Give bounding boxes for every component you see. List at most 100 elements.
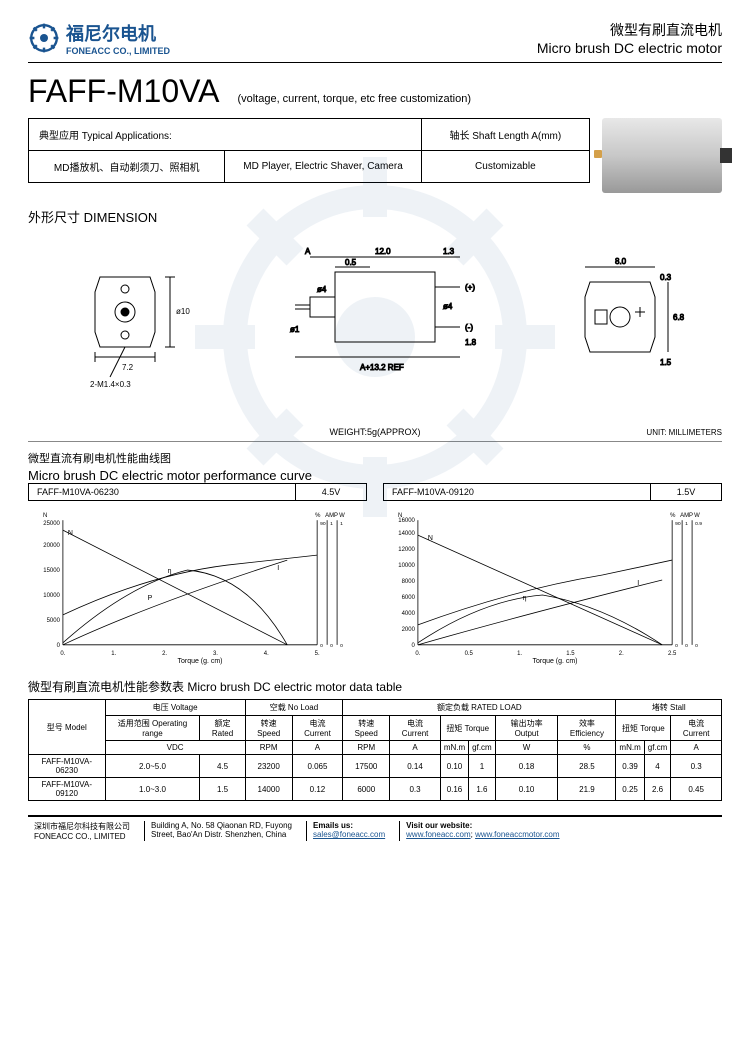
th-current: 电流 Current xyxy=(292,716,343,741)
svg-text:2.: 2. xyxy=(162,651,167,657)
svg-text:25000: 25000 xyxy=(43,521,60,527)
svg-text:90: 90 xyxy=(675,521,681,527)
th-model: 型号 Model xyxy=(29,700,106,755)
svg-text:0: 0 xyxy=(695,643,698,649)
svg-text:7.2: 7.2 xyxy=(122,363,134,372)
model-name: FAFF-M10VA xyxy=(28,73,219,110)
svg-text:0: 0 xyxy=(412,643,416,649)
svg-text:0.3: 0.3 xyxy=(660,273,672,282)
th-a3: A xyxy=(671,741,722,755)
th-gfcm2: gf.cm xyxy=(644,741,671,755)
svg-text:N: N xyxy=(68,530,73,537)
model-subtitle: (voltage, current, torque, etc free cust… xyxy=(237,93,471,105)
svg-text:1.5: 1.5 xyxy=(566,651,575,657)
footer-addr1: Building A, No. 58 Qiaonan RD, Fuyong xyxy=(151,821,292,830)
svg-text:0.9: 0.9 xyxy=(695,521,702,527)
svg-text:0: 0 xyxy=(320,643,323,649)
logo-text-cn: 福尼尔电机 xyxy=(66,20,170,46)
th-mnm: mN.m xyxy=(440,741,468,755)
footer: 深圳市福尼尔科技有限公司 FONEACC CO., LIMITED Buildi… xyxy=(28,815,722,841)
footer-web-label: Visit our website: xyxy=(406,821,472,830)
table-row: FAFF-M10VA-062302.0~5.04.5232000.0651750… xyxy=(29,755,722,778)
footer-company-en: FONEACC CO., LIMITED xyxy=(34,832,130,841)
svg-text:1.: 1. xyxy=(111,651,116,657)
model-row: FAFF-M10VA (voltage, current, torque, et… xyxy=(28,73,722,110)
footer-web1-link[interactable]: www.foneacc.com xyxy=(406,830,470,839)
th-rated: 额定负载 RATED LOAD xyxy=(343,700,616,716)
svg-text:5000: 5000 xyxy=(47,618,61,624)
svg-text:6000: 6000 xyxy=(402,595,416,601)
th-stall: 堵转 Stall xyxy=(616,700,722,716)
svg-text:1: 1 xyxy=(685,521,688,527)
th-rated2: 额定 Rated xyxy=(200,716,245,741)
th-a2: A xyxy=(390,741,441,755)
svg-text:2000: 2000 xyxy=(402,627,416,633)
dimension-drawings: 7.2 ø10 2-M1.4×0.3 A 12.0 1.3 0.5 A+13.2… xyxy=(28,232,722,402)
th-eff: 效率 Efficiency xyxy=(558,716,616,741)
curve2-voltage: 1.5V xyxy=(651,484,721,500)
th-pct: % xyxy=(558,741,616,755)
footer-company-cn: 深圳市福尼尔科技有限公司 xyxy=(34,821,130,832)
th-output: 输出功率 Output xyxy=(495,716,558,741)
svg-text:ø10: ø10 xyxy=(176,307,190,316)
header: A 福尼尔电机 FONEACC CO., LIMITED 微型有刷直流电机 Mi… xyxy=(28,20,722,63)
svg-text:12.0: 12.0 xyxy=(375,247,391,256)
svg-text:ø1: ø1 xyxy=(290,325,300,334)
header-title-en: Micro brush DC electric motor xyxy=(537,40,722,56)
svg-text:20000: 20000 xyxy=(43,543,60,549)
svg-text:P: P xyxy=(148,595,153,602)
data-table: 型号 Model 电压 Voltage 空载 No Load 额定负载 RATE… xyxy=(28,699,722,801)
th-speed2: 转速 Speed xyxy=(343,716,390,741)
svg-text:8.0: 8.0 xyxy=(615,257,627,266)
svg-text:0: 0 xyxy=(685,643,688,649)
svg-text:1.3: 1.3 xyxy=(443,247,455,256)
th-speed: 转速 Speed xyxy=(245,716,292,741)
svg-text:N: N xyxy=(43,513,47,519)
svg-text:%: % xyxy=(670,513,676,519)
th-vdc: VDC xyxy=(105,741,245,755)
svg-text:10000: 10000 xyxy=(43,593,60,599)
th-current2: 电流 Current xyxy=(390,716,441,741)
svg-text:4000: 4000 xyxy=(402,611,416,617)
weight-label: WEIGHT:5g(APPROX) xyxy=(329,427,420,437)
svg-text:12000: 12000 xyxy=(398,547,415,553)
svg-text:1.8: 1.8 xyxy=(465,338,477,347)
dimension-rear-view: 8.0 6.8 0.3 1.5 xyxy=(560,242,690,392)
footer-email-label: Emails us: xyxy=(313,821,353,830)
svg-text:(-): (-) xyxy=(465,323,473,332)
svg-text:(+): (+) xyxy=(465,283,475,292)
svg-text:0: 0 xyxy=(330,643,333,649)
svg-text:η: η xyxy=(523,595,527,602)
logo-text-en: FONEACC CO., LIMITED xyxy=(66,46,170,56)
footer-web2-link[interactable]: www.foneaccmotor.com xyxy=(475,830,559,839)
svg-text:A: A xyxy=(305,247,311,256)
th-noload: 空载 No Load xyxy=(245,700,343,716)
table-row: FAFF-M10VA-091201.0~3.01.5140000.1260000… xyxy=(29,778,722,801)
th-rpm2: RPM xyxy=(343,741,390,755)
footer-email-link[interactable]: sales@foneacc.com xyxy=(313,830,385,839)
svg-text:0: 0 xyxy=(675,643,678,649)
svg-text:0: 0 xyxy=(340,643,343,649)
footer-addr2: Street, Bao'An Distr. Shenzhen, China xyxy=(151,830,292,839)
th-w: W xyxy=(495,741,558,755)
svg-text:A: A xyxy=(41,34,47,43)
svg-text:AMP: AMP xyxy=(680,513,693,519)
svg-text:5.: 5. xyxy=(315,651,320,657)
header-title-cn: 微型有刷直流电机 xyxy=(537,20,722,40)
svg-text:6.8: 6.8 xyxy=(673,313,685,322)
svg-text:0.: 0. xyxy=(60,651,65,657)
svg-text:3.: 3. xyxy=(213,651,218,657)
svg-text:1.: 1. xyxy=(517,651,522,657)
svg-text:W: W xyxy=(694,513,700,519)
th-voltage: 电压 Voltage xyxy=(105,700,245,716)
svg-text:I: I xyxy=(637,580,639,587)
svg-text:15000: 15000 xyxy=(43,568,60,574)
datasheet-page: A 福尼尔电机 FONEACC CO., LIMITED 微型有刷直流电机 Mi… xyxy=(0,0,750,1061)
unit-label: UNIT: MILLIMETERS xyxy=(646,428,722,437)
logo: A 福尼尔电机 FONEACC CO., LIMITED xyxy=(28,20,170,56)
svg-text:A+13.2 REF: A+13.2 REF xyxy=(360,363,404,372)
th-torque2: 扭矩 Torque xyxy=(616,716,671,741)
gear-logo-icon: A xyxy=(28,22,60,54)
th-rpm: RPM xyxy=(245,741,292,755)
svg-text:4.: 4. xyxy=(264,651,269,657)
